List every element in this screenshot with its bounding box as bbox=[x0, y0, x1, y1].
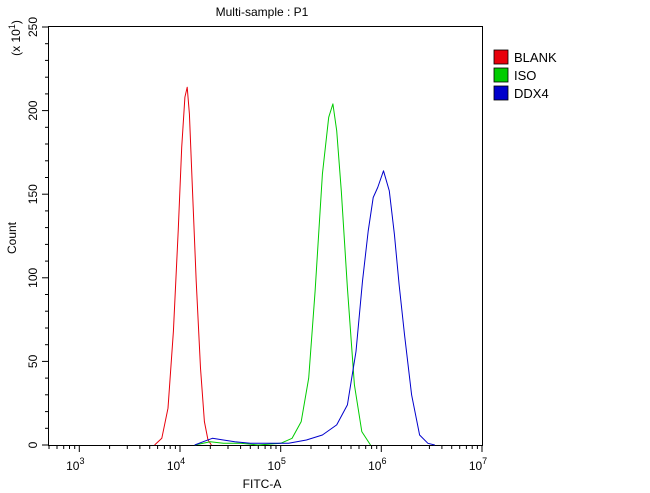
legend-label-blank: BLANK bbox=[514, 50, 557, 65]
y-axis: 0 50 100 150 200 250 bbox=[26, 17, 49, 448]
y-tick-label: 200 bbox=[26, 100, 40, 120]
x-tick-label: 107 bbox=[469, 456, 487, 473]
series-line-iso bbox=[194, 103, 371, 446]
y-tick-label: 50 bbox=[26, 354, 40, 368]
y-tick-label: 0 bbox=[26, 441, 40, 448]
y-multiplier-label: (x 101) bbox=[7, 20, 23, 56]
legend-swatch-blank bbox=[493, 49, 509, 65]
series-line-blank bbox=[154, 86, 212, 446]
legend-swatch-iso bbox=[493, 67, 509, 83]
x-tick-label: 106 bbox=[368, 456, 386, 473]
x-tick-label: 104 bbox=[167, 456, 185, 473]
series-layer bbox=[154, 86, 435, 446]
legend: BLANK ISO DDX4 bbox=[493, 49, 557, 101]
chart-title: Multi-sample : P1 bbox=[216, 5, 309, 19]
y-axis-title: Count bbox=[5, 221, 19, 254]
series-line-ddx4 bbox=[194, 170, 435, 446]
legend-label-iso: ISO bbox=[514, 68, 536, 83]
plot-frame bbox=[48, 26, 483, 446]
y-tick-label: 250 bbox=[26, 17, 40, 37]
x-axis-title: FITC-A bbox=[243, 477, 282, 491]
legend-swatch-ddx4 bbox=[493, 85, 509, 101]
y-tick-label: 150 bbox=[26, 184, 40, 204]
legend-label-ddx4: DDX4 bbox=[514, 86, 549, 101]
x-axis: 103 104 105 106 107 bbox=[48, 445, 487, 473]
x-tick-label: 103 bbox=[66, 456, 84, 473]
x-tick-label: 105 bbox=[268, 456, 286, 473]
y-tick-label: 100 bbox=[26, 267, 40, 287]
